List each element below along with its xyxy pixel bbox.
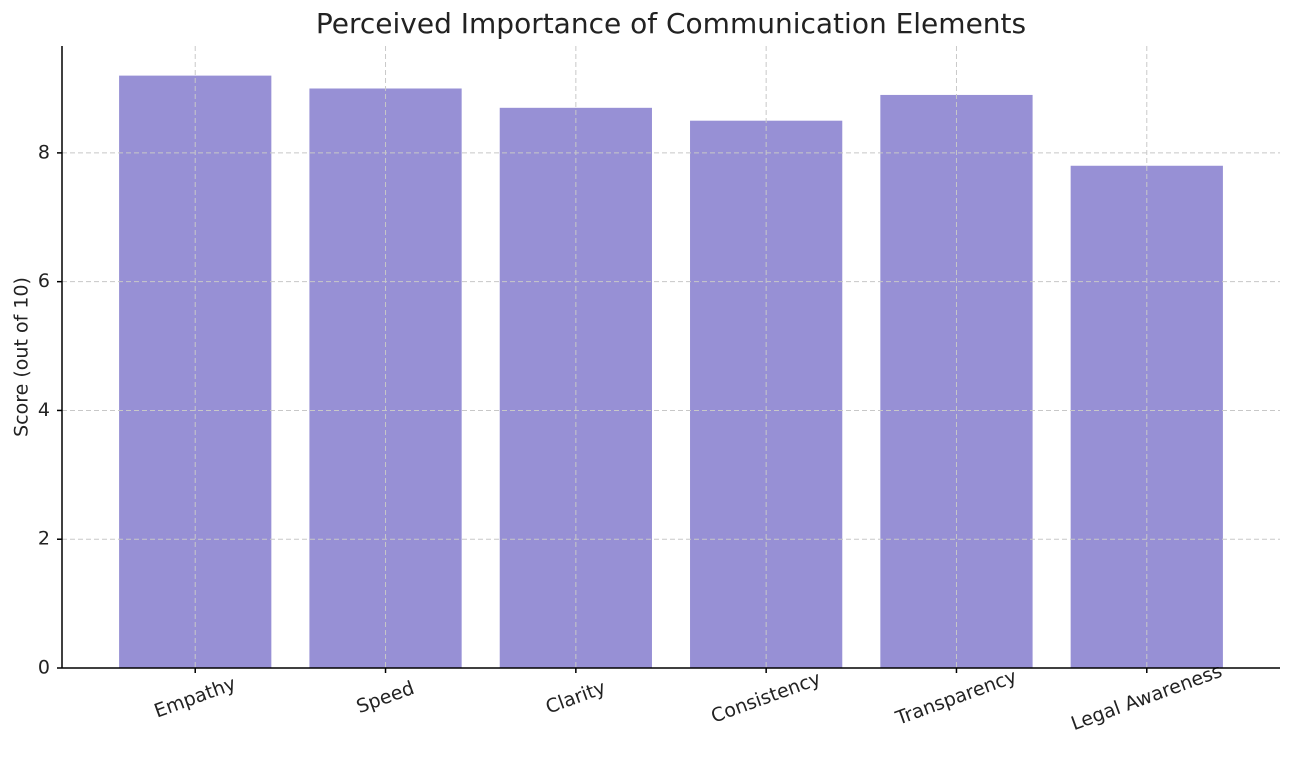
x-tick-label: Consistency (708, 668, 823, 728)
y-tick-label: 8 (38, 141, 50, 163)
x-tick-label: Transparency (892, 666, 1020, 730)
y-tick-label: 4 (38, 399, 50, 421)
x-tick-label: Empathy (151, 673, 238, 723)
x-tick-label: Speed (354, 677, 417, 718)
y-tick-label: 2 (38, 528, 50, 550)
x-tick-label: Clarity (543, 677, 609, 719)
bar (119, 75, 272, 669)
chart-title: Perceived Importance of Communication El… (316, 7, 1026, 40)
y-axis-label: Score (out of 10) (11, 277, 33, 437)
y-tick-label: 0 (38, 657, 50, 679)
y-tick-label: 6 (38, 270, 50, 292)
